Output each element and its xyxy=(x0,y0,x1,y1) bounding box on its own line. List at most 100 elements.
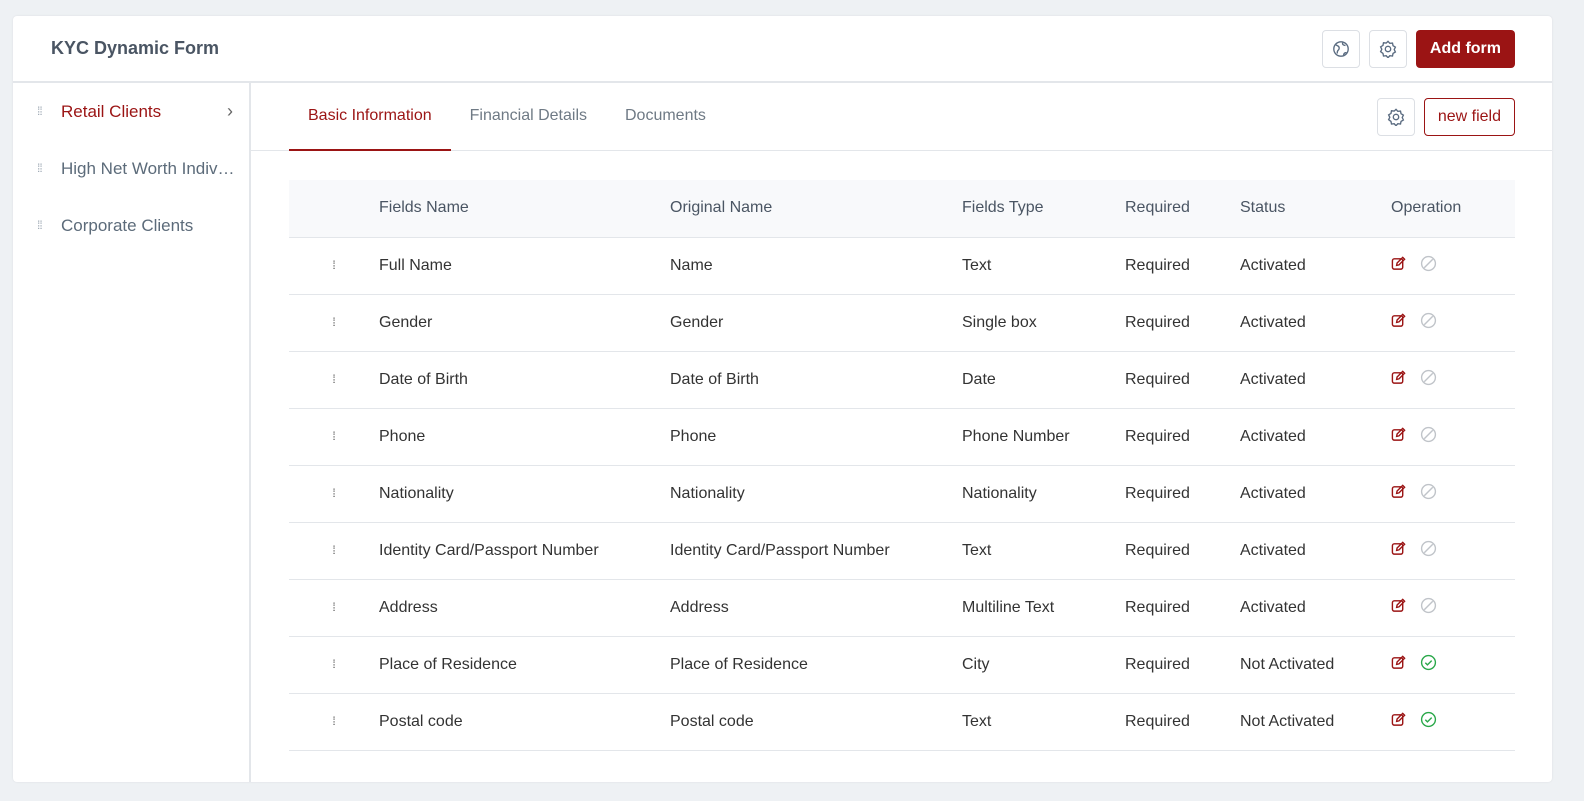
cell-field-type: Text xyxy=(962,693,1125,751)
edit-icon[interactable] xyxy=(1391,597,1406,618)
activate-icon[interactable] xyxy=(1420,654,1437,676)
drag-handle-icon[interactable]: ⁞ xyxy=(289,522,379,580)
page-title: KYC Dynamic Form xyxy=(51,38,220,58)
cell-original-name: Nationality xyxy=(670,465,962,523)
drag-handle-icon[interactable]: ⁞ xyxy=(289,636,379,694)
cell-field-name: Address xyxy=(379,579,670,637)
edit-icon[interactable] xyxy=(1391,711,1406,732)
cell-required: Required xyxy=(1125,636,1240,694)
cell-required: Required xyxy=(1125,522,1240,580)
cell-field-name: Full Name xyxy=(379,237,670,295)
cell-field-type: Nationality xyxy=(962,465,1125,523)
cell-field-name: Postal code xyxy=(379,693,670,751)
drag-handle-icon[interactable]: ⁞ xyxy=(289,465,379,523)
cell-field-type: Single box xyxy=(962,294,1125,352)
cell-status: Activated xyxy=(1240,465,1391,523)
cell-status: Activated xyxy=(1240,579,1391,637)
drag-handle-icon[interactable]: ⁞ xyxy=(289,294,379,352)
settings-button[interactable] xyxy=(1368,29,1407,68)
deactivate-icon[interactable] xyxy=(1420,312,1437,334)
table-row: ⁞ Full Name Name Text Required Activated xyxy=(289,237,1515,295)
drag-handle-icon[interactable]: ⁞ xyxy=(289,579,379,637)
cell-status: Activated xyxy=(1240,237,1391,295)
col-operation: Operation xyxy=(1391,180,1515,238)
deactivate-icon[interactable] xyxy=(1420,540,1437,562)
cell-required: Required xyxy=(1125,408,1240,466)
sidebar-item-high-net-worth[interactable]: ⁞⁞ High Net Worth Individuals xyxy=(37,158,249,178)
table-row: ⁞ Date of Birth Date of Birth Date Required A… xyxy=(289,351,1515,409)
edit-icon[interactable] xyxy=(1391,483,1406,504)
cell-field-type: Text xyxy=(962,522,1125,580)
tab-financial-details[interactable]: Financial Details xyxy=(469,107,587,124)
cell-field-name: Gender xyxy=(379,294,670,352)
sidebar-item-retail-clients[interactable]: ⁞⁞ Retail Clients › xyxy=(37,101,233,121)
cell-required: Required xyxy=(1125,465,1240,523)
drag-handle-icon[interactable]: ⁞ xyxy=(289,237,379,295)
drag-handle-icon[interactable]: ⁞ xyxy=(289,351,379,409)
new-field-button[interactable]: new field xyxy=(1423,98,1515,136)
edit-icon[interactable] xyxy=(1391,540,1406,561)
sidebar-item-corporate-clients[interactable]: ⁞⁞ Corporate Clients xyxy=(37,215,194,235)
col-fields-type: Fields Type xyxy=(962,180,1125,238)
col-required: Required xyxy=(1125,180,1240,238)
table-row: ⁞ Place of Residence Place of Residence Cit… xyxy=(289,636,1515,694)
edit-icon[interactable] xyxy=(1391,654,1406,675)
col-original-name: Original Name xyxy=(670,180,962,238)
table-row: ⁞ Postal code Postal code Text Required Not A… xyxy=(289,693,1515,751)
cell-status: Not Activated xyxy=(1240,636,1391,694)
cell-field-name: Nationality xyxy=(379,465,670,523)
cell-required: Required xyxy=(1125,237,1240,295)
cell-field-name: Place of Residence xyxy=(379,636,670,694)
edit-icon[interactable] xyxy=(1391,369,1406,390)
table-row: ⁞ Address Address Multiline Text Required Act… xyxy=(289,579,1515,637)
deactivate-icon[interactable] xyxy=(1420,597,1437,619)
drag-handle-icon[interactable]: ⁞⁞ xyxy=(37,218,43,232)
main: Basic Information Financial Details Docu… xyxy=(251,83,1552,782)
cell-original-name: Phone xyxy=(670,408,962,466)
cell-field-name: Identity Card/Passport Number xyxy=(379,522,670,580)
deactivate-icon[interactable] xyxy=(1420,255,1437,277)
chevron-right-icon: › xyxy=(227,101,233,121)
cell-original-name: Identity Card/Passport Number xyxy=(670,522,962,580)
cell-original-name: Postal code xyxy=(670,693,962,751)
globe-icon xyxy=(1333,40,1349,57)
tab-settings-button[interactable] xyxy=(1376,98,1415,136)
tab-documents[interactable]: Documents xyxy=(625,107,706,124)
edit-icon[interactable] xyxy=(1391,255,1406,276)
cell-original-name: Place of Residence xyxy=(670,636,962,694)
deactivate-icon[interactable] xyxy=(1420,483,1437,505)
cell-field-type: Text xyxy=(962,237,1125,295)
drag-handle-icon[interactable]: ⁞ xyxy=(289,408,379,466)
tabs: Basic Information Financial Details Docu… xyxy=(251,83,1552,151)
cell-field-name: Phone xyxy=(379,408,670,466)
sidebar: ⁞⁞ Retail Clients › ⁞⁞ High Net Worth Indiv… xyxy=(13,83,251,782)
add-form-button[interactable]: Add form xyxy=(1415,29,1515,68)
deactivate-icon[interactable] xyxy=(1420,426,1437,448)
cell-required: Required xyxy=(1125,294,1240,352)
table-row: ⁞ Identity Card/Passport Number Identity C… xyxy=(289,522,1515,580)
edit-icon[interactable] xyxy=(1391,426,1406,447)
cell-status: Activated xyxy=(1240,522,1391,580)
cell-required: Required xyxy=(1125,351,1240,409)
table-row: ⁞ Nationality Nationality Nationality Requir… xyxy=(289,465,1515,523)
gear-icon xyxy=(1379,39,1397,58)
tab-basic-information[interactable]: Basic Information xyxy=(289,83,451,151)
col-fields-name: Fields Name xyxy=(379,180,670,238)
drag-handle-icon[interactable]: ⁞ xyxy=(289,693,379,751)
drag-handle-icon[interactable]: ⁞⁞ xyxy=(37,161,43,175)
cell-original-name: Name xyxy=(670,237,962,295)
table-row: ⁞ Gender Gender Single box Required Activated xyxy=(289,294,1515,352)
edit-icon[interactable] xyxy=(1391,312,1406,333)
cell-status: Activated xyxy=(1240,351,1391,409)
activate-icon[interactable] xyxy=(1420,711,1437,733)
deactivate-icon[interactable] xyxy=(1420,369,1437,391)
cell-field-type: Phone Number xyxy=(962,408,1125,466)
cell-original-name: Address xyxy=(670,579,962,637)
drag-handle-icon[interactable]: ⁞⁞ xyxy=(37,104,43,118)
table-row: ⁞ Phone Phone Phone Number Required Activated xyxy=(289,408,1515,466)
globe-button[interactable] xyxy=(1321,29,1360,68)
cell-original-name: Date of Birth xyxy=(670,351,962,409)
cell-field-name: Date of Birth xyxy=(379,351,670,409)
form-card: KYC Dynamic Form Add form ⁞⁞ Retail Clien… xyxy=(13,16,1552,782)
cell-status: Activated xyxy=(1240,294,1391,352)
